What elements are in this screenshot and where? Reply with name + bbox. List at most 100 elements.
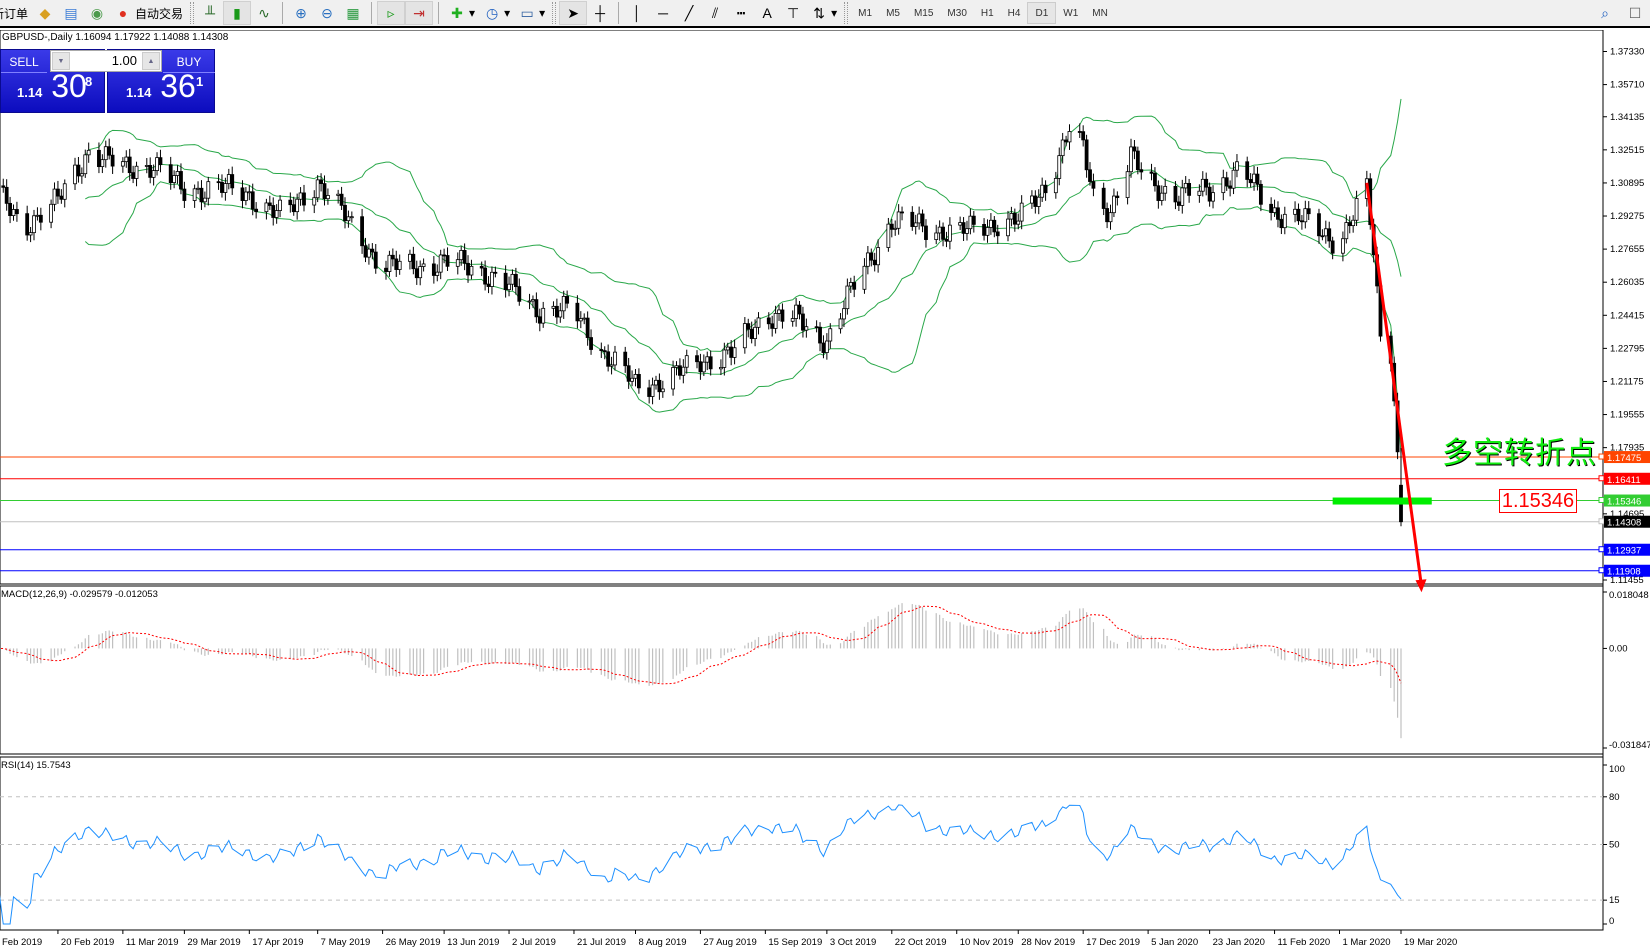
timeframe-m5[interactable]: M5 xyxy=(886,7,900,19)
candle xyxy=(910,211,915,227)
trend-arrow-line xyxy=(1365,182,1423,587)
price-tick-label: 1.21175 xyxy=(1610,376,1644,387)
trendline-button[interactable]: ╱ xyxy=(676,1,702,25)
lot-size-input[interactable]: 1.00 xyxy=(111,53,137,68)
text-label-icon: ⊤ xyxy=(787,5,800,21)
candle xyxy=(647,387,652,397)
periods-icon: ◷ xyxy=(485,5,499,21)
timeframe-m30[interactable]: M30 xyxy=(947,7,967,19)
candle xyxy=(1276,207,1280,220)
candle xyxy=(671,367,675,390)
chat-icon[interactable]: ☐ xyxy=(1628,5,1642,21)
candle xyxy=(838,318,843,330)
candle xyxy=(1296,208,1301,222)
candle xyxy=(886,223,891,248)
timeframe-m15[interactable]: M15 xyxy=(913,7,934,19)
candle xyxy=(551,305,556,309)
lot-increase-button[interactable]: ▲ xyxy=(142,52,160,70)
periods-button[interactable]: ◷ ▾ xyxy=(479,1,514,25)
candle xyxy=(363,245,368,258)
text-label-button[interactable]: ⊤ xyxy=(780,1,806,25)
search-icon[interactable]: ⌕ xyxy=(1601,5,1609,21)
candle xyxy=(28,232,33,236)
candle xyxy=(917,213,922,224)
candle xyxy=(821,342,826,353)
price-tag-label: 1.16411 xyxy=(1607,475,1641,486)
templates-button[interactable]: ▭ ▾ xyxy=(514,1,549,25)
buy-button[interactable]: BUY xyxy=(163,51,215,73)
candle xyxy=(56,188,60,197)
signals-icon: ◉ xyxy=(90,5,104,21)
auto-scroll-button[interactable]: ▹ xyxy=(377,1,406,25)
candle xyxy=(1153,172,1157,187)
date-tick-label: 8 Aug 2019 xyxy=(638,937,686,948)
signals-button[interactable]: ◉ xyxy=(84,1,110,25)
new-order-label: 新订单 xyxy=(0,6,29,21)
text-button[interactable]: A xyxy=(754,1,780,25)
price-tick-label: 1.35710 xyxy=(1610,80,1644,91)
candle xyxy=(483,267,488,285)
candlestick-button[interactable]: ▮ xyxy=(223,1,252,25)
candle xyxy=(1077,131,1082,133)
line-chart-button[interactable]: ∿ xyxy=(251,1,277,25)
date-tick-label: 23 Jan 2020 xyxy=(1213,937,1265,948)
timeframe-d1[interactable]: D1 xyxy=(1027,2,1057,24)
candle xyxy=(1293,208,1297,215)
candle xyxy=(985,227,990,236)
candle xyxy=(1255,173,1260,185)
toolbar-grip[interactable] xyxy=(190,2,195,24)
date-tick-label: 3 Oct 2019 xyxy=(830,937,876,948)
fibonacci-button[interactable]: ⫽ xyxy=(702,1,728,25)
candle xyxy=(421,263,426,267)
timeframe-h1[interactable]: H1 xyxy=(980,7,994,19)
lot-size-stepper[interactable]: ▼ 1.00 ▲ xyxy=(50,50,162,72)
crosshair-button[interactable]: ┼ xyxy=(587,1,613,25)
vertical-line-button[interactable]: │ xyxy=(624,1,650,25)
fibo-fan-button[interactable]: ┅ xyxy=(728,1,754,25)
candle xyxy=(913,222,918,227)
candle xyxy=(1351,219,1356,227)
candle xyxy=(814,326,819,329)
timeframe-m1[interactable]: M1 xyxy=(858,7,873,19)
auto-trading-button[interactable]: ● 自动交易 xyxy=(110,1,187,25)
candle xyxy=(1064,139,1068,143)
candle xyxy=(226,174,231,184)
arrows-button[interactable]: ⇅ ▾ xyxy=(806,1,841,25)
price-tick-label: 1.29275 xyxy=(1610,211,1644,222)
candle xyxy=(1235,161,1239,171)
candle xyxy=(732,347,737,358)
rsi-tick-label: 80 xyxy=(1609,792,1620,803)
candle xyxy=(924,225,928,240)
sell-button[interactable]: SELL xyxy=(1,51,47,73)
candle xyxy=(435,271,440,276)
zoom-out-button[interactable]: ⊖ xyxy=(314,1,340,25)
candle xyxy=(1197,190,1202,196)
new-order-button[interactable]: 新订单 xyxy=(0,1,32,25)
chart-area[interactable]: 1.37330 1.35710 1.34135 1.32515 1.30895 1.292… xyxy=(0,30,1650,951)
lot-decrease-button[interactable]: ▼ xyxy=(52,52,70,70)
candle xyxy=(240,187,245,201)
cursor-button[interactable]: ➤ xyxy=(559,1,588,25)
indicators-button[interactable]: ✚ ▾ xyxy=(444,1,479,25)
date-tick-label: 19 Mar 2020 xyxy=(1404,937,1457,948)
folder-button[interactable]: ◆ xyxy=(32,1,58,25)
horizontal-line-button[interactable]: ─ xyxy=(650,1,676,25)
buy-price: 1.14 36 xyxy=(126,68,196,104)
price-line-handle xyxy=(1598,475,1605,482)
candle xyxy=(517,286,522,302)
timeframe-h4[interactable]: H4 xyxy=(1007,7,1021,19)
timeframe-w1[interactable]: W1 xyxy=(1063,7,1079,19)
fibonacci-icon: ⫽ xyxy=(712,5,719,21)
tile-windows-button[interactable]: ▦ xyxy=(340,1,366,25)
chart-shift-button[interactable]: ⇥ xyxy=(405,1,434,25)
bar-chart-button[interactable]: ╨ xyxy=(197,1,223,25)
candle xyxy=(486,283,491,287)
market-watch-button[interactable]: ▤ xyxy=(58,1,84,25)
candle xyxy=(1303,208,1308,223)
zoom-in-button[interactable]: ⊕ xyxy=(288,1,314,25)
timeframe-mn[interactable]: MN xyxy=(1092,7,1108,19)
candle xyxy=(920,213,925,227)
timeframe-bar: M1 M5 M15 M30 H1 H4 D1 W1 MN xyxy=(851,2,1115,24)
candle xyxy=(1156,185,1161,201)
rsi-tick-label: 0 xyxy=(1609,916,1614,927)
